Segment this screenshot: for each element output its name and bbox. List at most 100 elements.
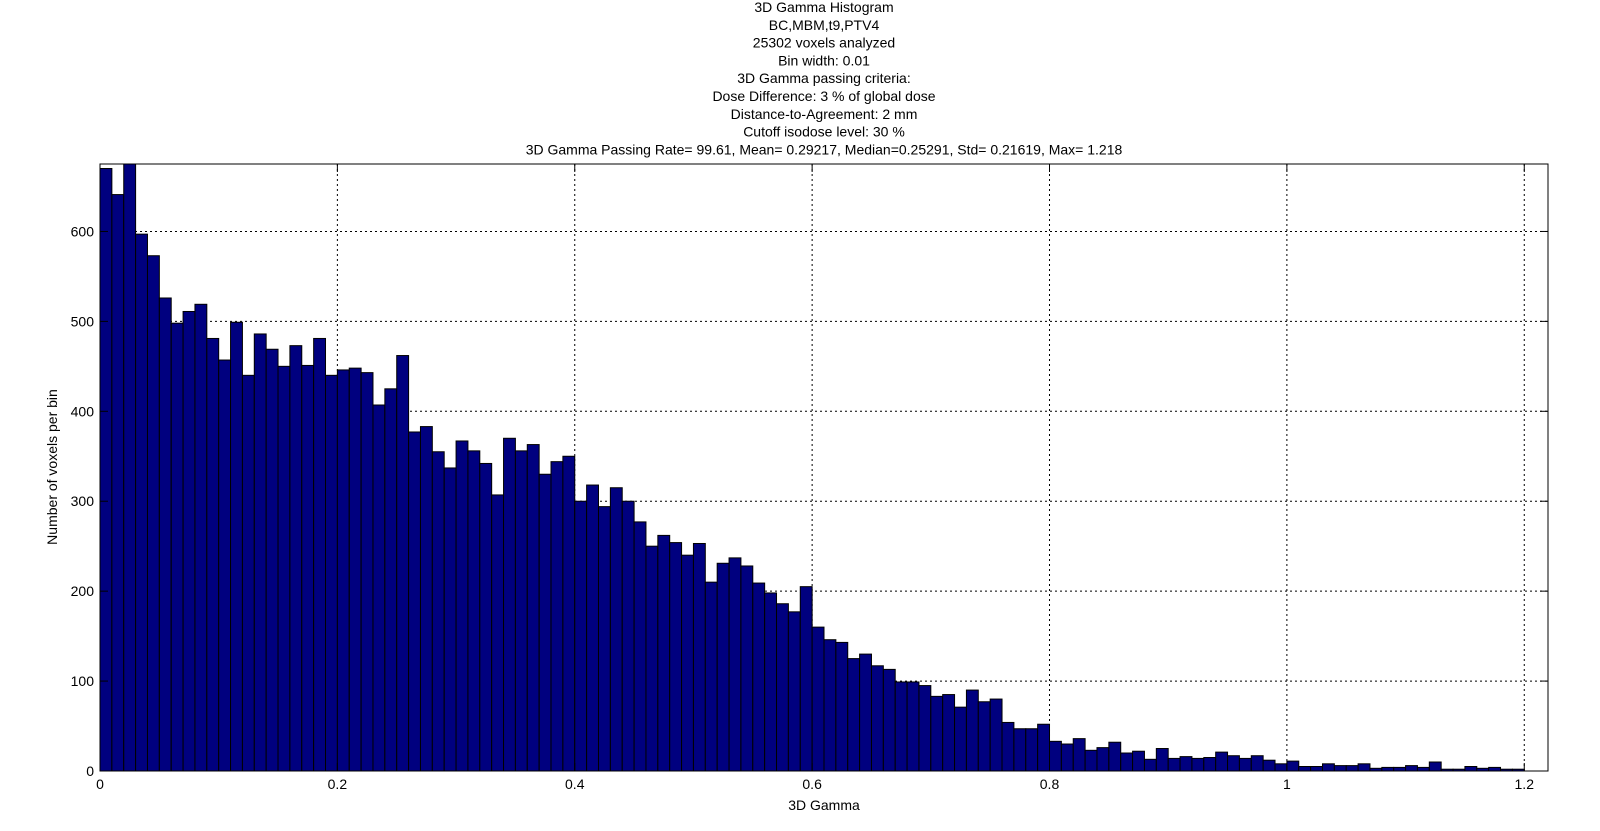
histogram-bar [431, 451, 445, 772]
histogram-bar [146, 255, 160, 772]
histogram-bar [1037, 723, 1051, 772]
plot-frame [99, 163, 1549, 772]
histogram-bar [965, 689, 979, 772]
x-tick-label: 0 [96, 776, 104, 792]
histogram-bar [1250, 755, 1264, 772]
histogram-bar [1143, 758, 1157, 772]
histogram-bar [408, 431, 421, 772]
histogram-bar [811, 626, 825, 772]
histogram-bar [716, 562, 730, 772]
histogram-bar [419, 426, 433, 772]
histogram-bar [1238, 757, 1252, 772]
histogram-bar [1333, 765, 1347, 772]
histogram-bar [241, 374, 255, 772]
x-tick-label: 0.2 [328, 776, 348, 792]
histogram-bar [894, 681, 908, 772]
x-tick-label: 1 [1283, 776, 1291, 792]
histogram-bar [526, 444, 540, 772]
histogram-bar [289, 345, 303, 772]
histogram-bar [562, 455, 576, 772]
histogram-bar [360, 372, 374, 772]
histogram-bar [325, 374, 338, 772]
histogram-bar [1060, 743, 1074, 772]
histogram-bar [1488, 766, 1502, 772]
histogram-bar [681, 554, 694, 772]
y-tick-labels: 0 100 200 300 400 500 600 [71, 223, 95, 779]
y-tick-label: 100 [71, 673, 95, 689]
histogram-bar [799, 586, 813, 772]
histogram-bar [906, 681, 920, 772]
title-line-0: 3D Gamma Histogram [754, 0, 893, 15]
histogram-bar [1179, 756, 1193, 772]
title-line-6: Distance-to-Agreement: 2 mm [731, 106, 918, 122]
histogram-bar [669, 542, 683, 772]
histogram-bar [313, 337, 327, 772]
histogram-bar [135, 233, 148, 772]
histogram-bar [621, 500, 635, 772]
histogram-bar [182, 310, 196, 772]
histogram-bar [467, 450, 481, 772]
x-tick-label: 0.8 [1040, 776, 1060, 792]
x-tick-labels: 0 0.2 0.4 0.6 0.8 1 1.2 [96, 776, 1534, 792]
histogram-bar [514, 450, 528, 772]
histogram-bar [882, 668, 896, 772]
histogram-bar [728, 557, 742, 772]
chart-title-block: 3D Gamma Histogram BC,MBM,t9,PTV4 25302 vo… [526, 0, 1123, 157]
histogram-bar [1203, 757, 1217, 772]
histogram-bar [1274, 763, 1288, 772]
histogram-bar [586, 484, 599, 772]
histogram-bar [633, 521, 647, 772]
histogram-bar [1215, 751, 1229, 772]
histogram-bar [503, 437, 516, 772]
title-line-8: 3D Gamma Passing Rate= 99.61, Mean= 0.29… [526, 141, 1123, 157]
histogram-bar [111, 194, 125, 772]
title-line-3: Bin width: 0.01 [778, 52, 870, 68]
histogram-bar [1049, 740, 1062, 772]
y-tick-label: 200 [71, 583, 95, 599]
y-tick-label: 500 [71, 313, 95, 329]
title-line-5: Dose Difference: 3 % of global dose [712, 88, 935, 104]
histogram-bar [1345, 765, 1359, 772]
histogram-bar [1286, 760, 1300, 772]
histogram-bar [218, 359, 232, 772]
x-axis-title: 3D Gamma [788, 797, 860, 813]
histogram-bar [776, 603, 789, 772]
histogram-bar [835, 641, 849, 772]
y-axis-title: Number of voxels per bin [44, 389, 60, 545]
histogram-bar [230, 321, 243, 772]
histogram-bar [253, 333, 267, 772]
histogram-bar [645, 545, 659, 772]
histogram-bar [550, 461, 564, 772]
histogram-bar [1262, 759, 1276, 772]
histogram-bar [954, 706, 967, 772]
histogram-bar [1167, 757, 1181, 772]
histogram-bar [752, 582, 766, 772]
histogram-bar [1013, 728, 1027, 772]
histogram-bar [859, 653, 872, 772]
histogram-bar [942, 694, 956, 772]
histogram-bar [1298, 766, 1312, 772]
histogram-bar [847, 658, 861, 772]
histogram-bar [277, 365, 291, 772]
y-tick-label: 600 [71, 223, 95, 239]
histogram-bar [479, 462, 493, 772]
histogram-bar [918, 685, 932, 772]
histogram-bar [301, 364, 315, 772]
histogram-bar [1001, 721, 1015, 772]
histogram-bar [336, 369, 350, 772]
histogram-bar [977, 701, 991, 772]
title-line-1: BC,MBM,t9,PTV4 [769, 17, 880, 33]
histogram-bar [384, 388, 398, 772]
histogram-bar [764, 592, 778, 772]
histogram-bar [455, 440, 469, 772]
x-tick-label: 0.4 [565, 776, 585, 792]
histogram-bar [1405, 765, 1418, 772]
histogram-bar [740, 565, 754, 772]
histogram-bar [1084, 749, 1098, 772]
histogram-bar [787, 611, 801, 772]
histogram-bar [1321, 763, 1335, 772]
histogram-bar [1072, 738, 1086, 772]
histogram-bar [194, 303, 208, 772]
